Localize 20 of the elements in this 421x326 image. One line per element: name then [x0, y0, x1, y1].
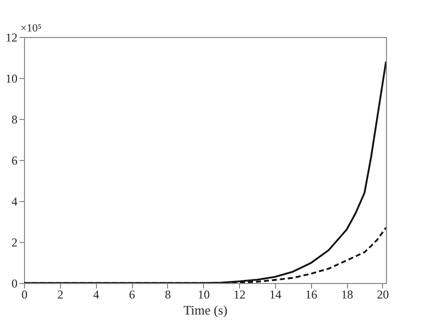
y-tick-label: 4: [12, 194, 18, 208]
y-tick-label: 6: [12, 154, 18, 168]
y-tick-label: 8: [12, 112, 18, 126]
x-tick-label: 12: [234, 288, 246, 302]
y-tick-label: 12: [6, 30, 18, 44]
x-tick-label: 20: [376, 288, 389, 302]
y-tick-label: 10: [6, 72, 18, 86]
x-tick-label: 0: [22, 288, 28, 302]
x-tick-label: 4: [93, 288, 100, 302]
x-tick-label: 14: [269, 288, 282, 302]
x-tick-label: 10: [198, 288, 210, 302]
x-tick-label: 8: [164, 288, 171, 302]
x-tick-label: 6: [129, 288, 136, 302]
y-tick-label: 0: [12, 276, 18, 290]
y-axis-title: ×10⁵: [20, 22, 42, 34]
x-tick-label: 16: [305, 288, 318, 302]
y-tick-label: 2: [12, 236, 18, 250]
x-tick-label: 2: [57, 288, 64, 302]
x-tick-label: 18: [341, 288, 354, 302]
x-axis-title: Time (s): [184, 302, 228, 318]
